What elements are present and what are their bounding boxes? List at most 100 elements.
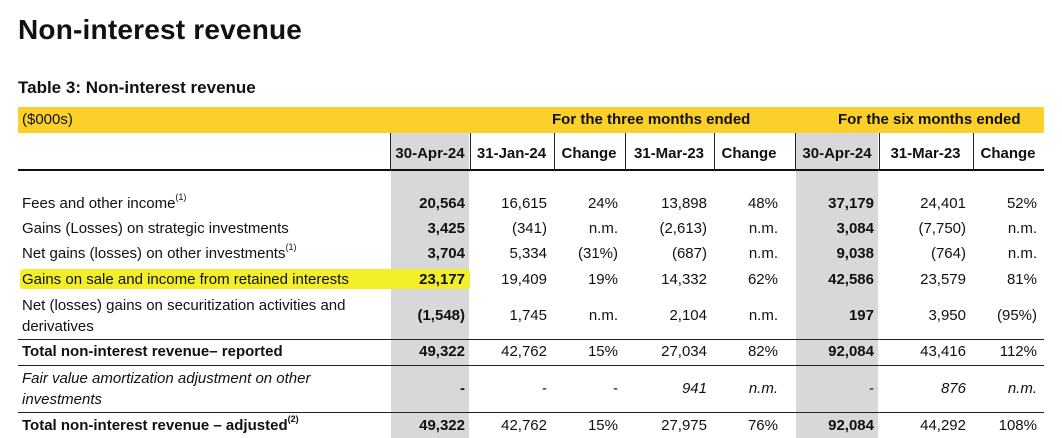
table-cell: n.m. <box>1007 380 1037 397</box>
table-cell: 5,334 <box>509 245 547 262</box>
row-rule <box>18 339 1044 340</box>
col-header: 31-Mar-23 <box>890 145 961 162</box>
group-three-months: For the three months ended <box>552 111 751 128</box>
table-cell: 20,564 <box>419 195 465 212</box>
table-cell: 2,104 <box>669 307 707 324</box>
table-cell: - <box>460 380 465 397</box>
table-cell: (31%) <box>577 245 618 262</box>
col-header: Change <box>561 145 617 162</box>
table-cell: n.m. <box>588 220 618 237</box>
col-header: 31-Jan-24 <box>476 145 547 162</box>
table-cell: 82% <box>747 343 778 360</box>
table-cell: n.m. <box>748 380 778 397</box>
table-cell: 3,425 <box>427 220 465 237</box>
table-cell: 24,401 <box>920 195 966 212</box>
table-cell: 3,704 <box>427 245 465 262</box>
table-cell: 13,898 <box>661 195 707 212</box>
table-cell: 23,579 <box>920 271 966 288</box>
table-cell: 27,975 <box>661 417 707 434</box>
table-cell: n.m. <box>748 245 778 262</box>
table-cell: 3,084 <box>836 220 874 237</box>
col-header: Change <box>721 145 777 162</box>
col-divider <box>470 133 471 169</box>
row-rule <box>18 365 1044 366</box>
table-cell: 9,038 <box>836 245 874 262</box>
table-cell: 52% <box>1006 195 1037 212</box>
table-cell: - <box>869 380 874 397</box>
table-cell: 112% <box>999 343 1037 360</box>
table-cell: 15% <box>587 417 618 434</box>
table-cell: 44,292 <box>920 417 966 434</box>
row-label: Net (losses) gains on securitization act… <box>22 297 346 314</box>
table-cell: 49,322 <box>419 343 465 360</box>
table-cell: (95%) <box>996 307 1037 324</box>
row-rule <box>18 412 1044 413</box>
table-cell: n.m. <box>1007 245 1037 262</box>
table-cell: 941 <box>681 380 707 397</box>
table-cell: 1,745 <box>509 307 547 324</box>
table-cell: 62% <box>747 271 778 288</box>
table-cell: 3,950 <box>928 307 966 324</box>
table-cell: 108% <box>998 417 1037 434</box>
table-cell: 37,179 <box>828 195 874 212</box>
table-cell: 197 <box>848 307 874 324</box>
table-cell: 42,586 <box>828 271 874 288</box>
table-cell: (764) <box>930 245 966 262</box>
col-header: 31-Mar-23 <box>633 145 705 162</box>
col-header: 30-Apr-24 <box>802 145 872 162</box>
table-cell: (2,613) <box>659 220 707 237</box>
table-cell: n.m. <box>588 307 618 324</box>
row-label: Fair value amortization adjustment on ot… <box>22 370 311 387</box>
col-header: 30-Apr-24 <box>395 145 465 162</box>
table-cell: 43,416 <box>920 343 966 360</box>
table-cell: 876 <box>940 380 966 397</box>
table-cell: - <box>613 380 618 397</box>
table-cell: (687) <box>671 245 707 262</box>
table-cell: 16,615 <box>501 195 547 212</box>
col-divider <box>390 133 391 169</box>
row-label: Gains on sale and income from retained i… <box>22 271 349 288</box>
table-cell: 24% <box>587 195 618 212</box>
row-label: Gains (Losses) on strategic investments <box>22 220 289 237</box>
table-cell: 81% <box>1006 271 1037 288</box>
table-cell: (1,548) <box>417 307 465 324</box>
col-divider <box>714 133 715 169</box>
table-cell: 19,409 <box>501 271 547 288</box>
table-cell: 14,332 <box>661 271 707 288</box>
row-label: Net gains (losses) on other investments(… <box>22 242 297 263</box>
table-title: Table 3: Non-interest revenue <box>18 78 256 97</box>
group-six-months: For the six months ended <box>838 111 1021 128</box>
table-cell: 92,084 <box>828 343 874 360</box>
col-divider <box>879 133 880 169</box>
header-rule <box>18 169 1044 171</box>
col-divider <box>973 133 974 169</box>
table-cell: 23,177 <box>419 271 465 288</box>
table-cell: n.m. <box>1007 220 1037 237</box>
row-label-cont: investments <box>22 391 103 408</box>
table-cell: 49,322 <box>419 417 465 434</box>
table-cell: 19% <box>587 271 618 288</box>
row-label-cont: derivatives <box>22 318 94 335</box>
page-title: Non-interest revenue <box>18 14 303 45</box>
table-cell: 48% <box>747 195 778 212</box>
row-label: Fees and other income(1) <box>22 192 187 213</box>
table-cell: n.m. <box>748 307 778 324</box>
highlight-column-ytd <box>796 133 878 438</box>
col-header: Change <box>980 145 1036 162</box>
table-cell: 15% <box>587 343 618 360</box>
table-cell: 27,034 <box>661 343 707 360</box>
row-label-total: Total non-interest revenue– reported <box>22 343 283 360</box>
col-divider <box>795 133 796 169</box>
table-cell: - <box>542 380 547 397</box>
table-cell: 76% <box>747 417 778 434</box>
table-cell: 42,762 <box>501 417 547 434</box>
col-divider <box>625 133 626 169</box>
table-cell: (7,750) <box>918 220 966 237</box>
unit-label: ($000s) <box>22 111 73 128</box>
row-label-total: Total non-interest revenue – adjusted(2) <box>22 414 299 435</box>
table-cell: n.m. <box>748 220 778 237</box>
table-cell: 42,762 <box>501 343 547 360</box>
table-cell: 92,084 <box>828 417 874 434</box>
col-divider <box>554 133 555 169</box>
marker-highlight <box>20 269 470 289</box>
